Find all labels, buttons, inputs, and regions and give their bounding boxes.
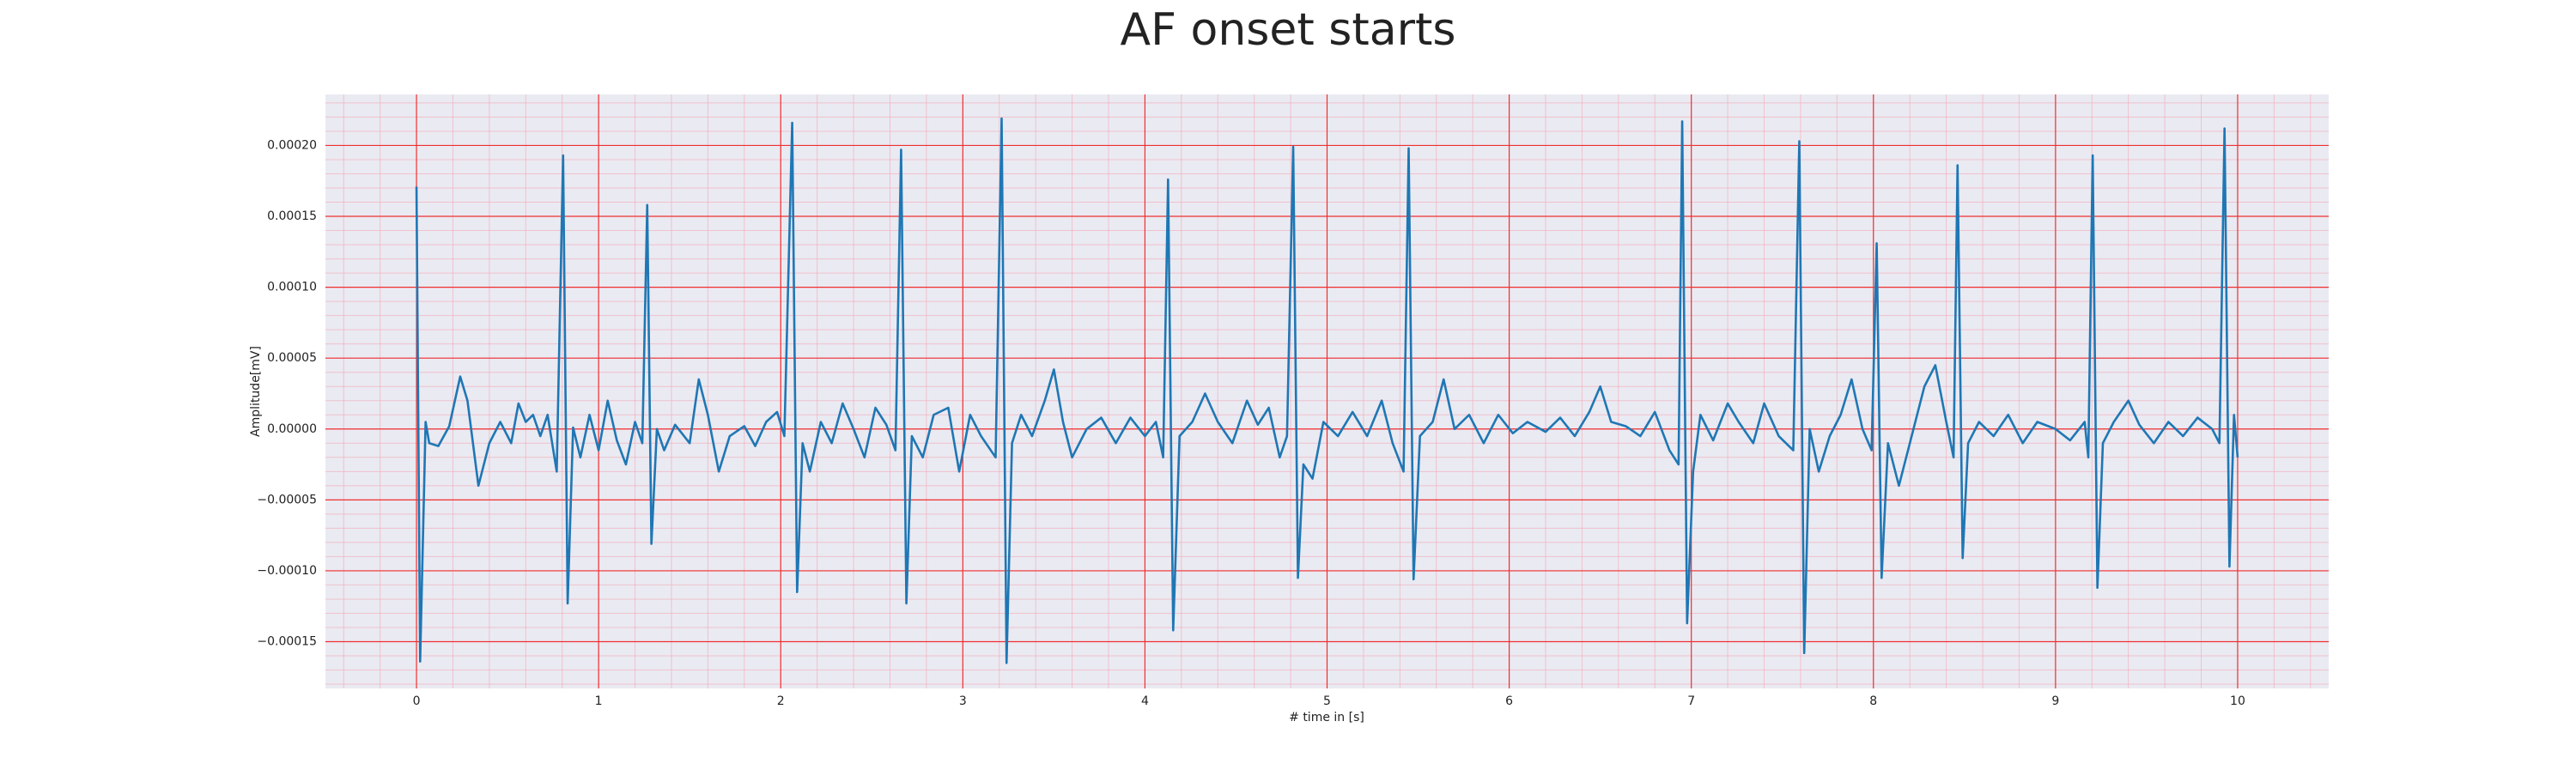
x-tick-label: 7 (1687, 694, 1695, 708)
x-tick-label: 1 (595, 694, 603, 708)
x-axis-label: # time in [s] (1289, 711, 1364, 724)
x-tick-label: 3 (959, 694, 967, 708)
chart-title: AF onset starts (1121, 4, 1456, 56)
signal-line (415, 117, 2239, 664)
x-tick-label: 6 (1505, 694, 1513, 708)
x-tick-label: 10 (2230, 694, 2245, 708)
x-tick-label: 2 (777, 694, 785, 708)
x-tick-label: 4 (1141, 694, 1149, 708)
y-tick-label: 0.00010 (267, 281, 317, 294)
y-tick-label: 0.00000 (267, 422, 317, 436)
y-tick-label: −0.00010 (257, 564, 317, 578)
y-tick-label: 0.00005 (267, 351, 317, 365)
x-tick-label: 0 (413, 694, 421, 708)
y-tick-label: 0.00020 (267, 138, 317, 152)
x-tick-label: 5 (1323, 694, 1331, 708)
y-tick-label: 0.00015 (267, 209, 317, 223)
x-tick-label: 8 (1869, 694, 1877, 708)
x-tick-label: 9 (2051, 694, 2059, 708)
y-tick-label: −0.00015 (257, 634, 317, 648)
y-axis-label: Amplitude[mV] (249, 346, 263, 437)
y-tick-label: −0.00005 (257, 493, 317, 506)
